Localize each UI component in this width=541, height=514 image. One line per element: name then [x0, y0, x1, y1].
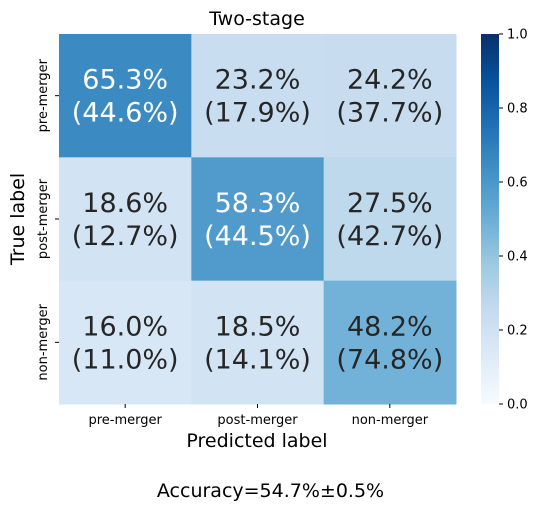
cell-secondary-label: (12.7%): [72, 221, 179, 252]
cell-secondary-label: (37.7%): [336, 98, 443, 129]
heatmap-cell-2-0: [59, 280, 192, 405]
colorbar-tick-label: 0.4: [507, 250, 528, 265]
cell-value-label: 48.2%: [347, 311, 433, 342]
x-tick-label: post-merger: [217, 413, 298, 428]
heatmap-cell-0-1: [191, 34, 325, 158]
colorbar-tick-label: 1.0: [507, 28, 528, 43]
colorbar-tick-label: 0.6: [507, 176, 528, 191]
cell-secondary-label: (44.6%): [72, 98, 179, 129]
y-tick-label: non-merger: [36, 303, 51, 380]
x-tick-label: non-merger: [352, 413, 429, 428]
confusion-matrix-chart: Two-stage 65.3%(44.6%)23.2%(17.9%)24.2%(…: [7, 8, 528, 452]
heatmap-cell-0-0: [59, 34, 192, 158]
colorbar-tick-label: 0.2: [507, 324, 528, 339]
cell-secondary-label: (11.0%): [72, 344, 179, 375]
colorbar-tick-label: 0.0: [507, 398, 528, 413]
x-tick-label: pre-merger: [88, 413, 162, 428]
y-tick-label: pre-merger: [36, 58, 51, 132]
y-tick-label: post-merger: [36, 178, 51, 259]
x-axis-label: Predicted label: [186, 430, 327, 452]
heatmap-cell-0-2: [323, 34, 457, 158]
heatmap-cell-1-2: [323, 157, 457, 282]
cell-value-label: 23.2%: [215, 65, 301, 96]
heatmap-cell-2-1: [191, 280, 325, 405]
colorbar-tick-label: 0.8: [507, 102, 528, 117]
heatmap-cell-1-1: [191, 157, 325, 282]
cell-value-label: 18.5%: [215, 311, 301, 342]
cell-secondary-label: (14.1%): [204, 344, 311, 375]
accuracy-caption: Accuracy=54.7%±0.5%: [156, 480, 385, 502]
cell-value-label: 27.5%: [347, 188, 433, 219]
cell-secondary-label: (74.8%): [336, 344, 443, 375]
cell-value-label: 58.3%: [215, 188, 301, 219]
cell-secondary-label: (44.5%): [204, 221, 311, 252]
chart-title: Two-stage: [208, 8, 305, 30]
heatmap-cell-2-2: [323, 280, 457, 405]
cell-value-label: 24.2%: [347, 65, 433, 96]
y-axis-label: True label: [7, 173, 29, 266]
cell-value-label: 16.0%: [82, 311, 168, 342]
cell-secondary-label: (17.9%): [204, 98, 311, 129]
colorbar: [481, 34, 499, 404]
cell-secondary-label: (42.7%): [336, 221, 443, 252]
cell-value-label: 18.6%: [82, 188, 168, 219]
cell-value-label: 65.3%: [82, 65, 168, 96]
heatmap-cell-1-0: [59, 157, 192, 282]
